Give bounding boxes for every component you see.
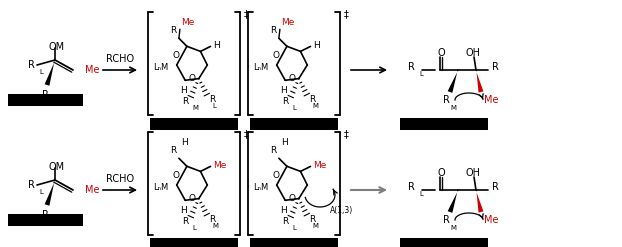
- Bar: [400, 238, 488, 247]
- Text: O: O: [188, 74, 195, 83]
- Text: RCHO: RCHO: [106, 174, 134, 184]
- Text: R: R: [28, 60, 35, 70]
- Text: H: H: [180, 206, 187, 215]
- Text: R: R: [209, 95, 215, 104]
- Text: R: R: [492, 182, 499, 192]
- Text: H: H: [180, 86, 187, 95]
- Text: R: R: [443, 95, 450, 105]
- Text: H: H: [213, 41, 220, 50]
- Bar: [400, 118, 488, 130]
- Bar: [150, 238, 238, 247]
- Text: R: R: [309, 215, 315, 224]
- Text: LₙM: LₙM: [253, 183, 269, 191]
- Text: M: M: [193, 104, 199, 111]
- Bar: [8, 94, 83, 106]
- Text: R: R: [492, 62, 499, 72]
- Text: L: L: [293, 104, 297, 111]
- Text: A(1,3): A(1,3): [330, 206, 353, 214]
- Text: LₙM: LₙM: [154, 62, 169, 71]
- Text: R: R: [270, 146, 276, 155]
- Text: R: R: [209, 215, 215, 224]
- Text: R: R: [182, 97, 189, 106]
- Text: R: R: [42, 210, 49, 220]
- Text: H: H: [313, 41, 320, 50]
- Text: ‡: ‡: [244, 129, 249, 139]
- Text: L: L: [193, 225, 197, 231]
- Text: R: R: [170, 146, 176, 155]
- Bar: [150, 118, 238, 130]
- Text: LₙM: LₙM: [253, 62, 269, 71]
- Text: R: R: [270, 26, 276, 35]
- Polygon shape: [476, 70, 483, 93]
- Text: Me: Me: [484, 95, 498, 105]
- Text: R: R: [408, 182, 415, 192]
- Text: O: O: [188, 194, 195, 203]
- Text: ‡: ‡: [344, 129, 349, 139]
- Polygon shape: [476, 190, 483, 213]
- Text: OM: OM: [49, 42, 65, 52]
- Text: R: R: [28, 180, 35, 190]
- Text: L: L: [213, 103, 216, 109]
- Text: H: H: [280, 86, 287, 95]
- Text: L: L: [419, 71, 423, 77]
- Text: R: R: [309, 95, 315, 104]
- Text: O: O: [437, 48, 445, 58]
- Text: Me: Me: [313, 161, 327, 170]
- Text: L: L: [419, 191, 423, 197]
- Text: M: M: [450, 225, 456, 231]
- Text: M: M: [450, 105, 456, 111]
- Text: OH: OH: [465, 168, 481, 178]
- Text: H: H: [181, 138, 188, 147]
- Text: R: R: [182, 217, 189, 226]
- Text: L: L: [293, 225, 297, 231]
- Text: LₙM: LₙM: [154, 183, 169, 191]
- Text: M: M: [49, 220, 55, 226]
- Text: R: R: [282, 217, 289, 226]
- Text: L: L: [39, 189, 43, 195]
- Text: O: O: [289, 194, 295, 203]
- Text: O: O: [273, 51, 280, 60]
- Bar: [250, 238, 338, 247]
- Text: R: R: [42, 90, 49, 100]
- Text: Me: Me: [281, 18, 294, 27]
- Text: H: H: [280, 206, 287, 215]
- Text: M: M: [213, 223, 219, 229]
- Text: L: L: [39, 69, 43, 75]
- Text: ‡: ‡: [344, 9, 349, 19]
- Text: Me: Me: [213, 161, 227, 170]
- Bar: [8, 214, 83, 226]
- Polygon shape: [448, 190, 458, 213]
- Text: O: O: [173, 171, 180, 180]
- Text: Me: Me: [85, 185, 100, 195]
- Bar: [250, 118, 338, 130]
- Text: RCHO: RCHO: [106, 54, 134, 64]
- Polygon shape: [448, 70, 458, 93]
- Text: O: O: [273, 171, 280, 180]
- Text: Me: Me: [181, 18, 194, 27]
- Text: Me: Me: [484, 215, 498, 225]
- Text: M: M: [313, 223, 319, 229]
- Text: O: O: [173, 51, 180, 60]
- Text: H: H: [281, 138, 287, 147]
- Text: Me: Me: [85, 65, 100, 75]
- Polygon shape: [45, 60, 55, 86]
- Text: M: M: [313, 103, 319, 109]
- Text: R: R: [408, 62, 415, 72]
- Text: ‡: ‡: [244, 9, 249, 19]
- Text: R: R: [443, 215, 450, 225]
- Text: M: M: [49, 100, 55, 106]
- Text: R: R: [282, 97, 289, 106]
- Text: OH: OH: [465, 48, 481, 58]
- Text: O: O: [289, 74, 295, 83]
- Text: OM: OM: [49, 162, 65, 172]
- Text: O: O: [437, 168, 445, 178]
- Text: R: R: [170, 26, 176, 35]
- Polygon shape: [45, 180, 55, 206]
